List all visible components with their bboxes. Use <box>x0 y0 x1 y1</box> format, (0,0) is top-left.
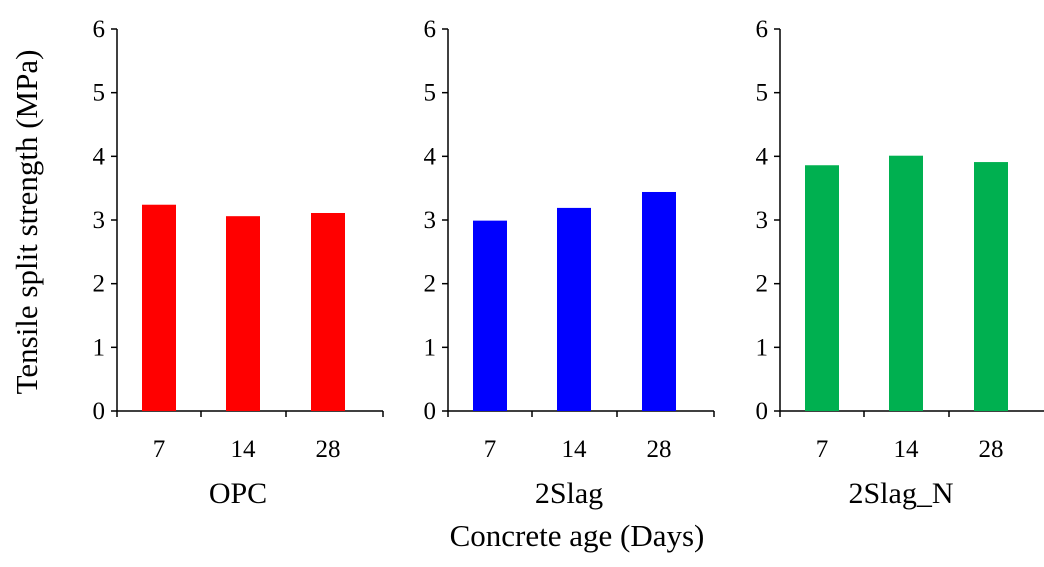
y-tick-label: 0 <box>756 398 769 425</box>
bar-7 <box>142 204 176 411</box>
y-tick-label: 2 <box>756 271 769 298</box>
y-tick-label: 2 <box>424 271 437 298</box>
x-tick-label: 14 <box>231 436 257 463</box>
y-tick-label: 0 <box>93 398 106 425</box>
bar-14 <box>889 155 923 411</box>
y-tick-label: 4 <box>424 143 437 170</box>
y-tick-label: 6 <box>93 16 106 43</box>
y-tick-label: 5 <box>424 80 437 107</box>
y-tick-label: 3 <box>93 207 106 234</box>
x-tick-label: 14 <box>894 436 920 463</box>
y-tick-label: 3 <box>424 207 437 234</box>
y-tick-label: 1 <box>424 334 437 361</box>
bar-14 <box>557 207 591 411</box>
y-tick-label: 4 <box>93 143 106 170</box>
chart-panels: 0 1 2 3 4 5 6 7 14 28 OPC 0 1 2 3 4 5 6 7 14 28 2Slag 0 1 2 3 4 5 6 7… <box>93 16 1044 510</box>
bar-7 <box>473 220 507 411</box>
x-tick-label: 7 <box>484 436 497 463</box>
x-tick-label: 28 <box>647 436 672 463</box>
y-tick-label: 5 <box>756 80 769 107</box>
y-tick-label: 4 <box>756 143 769 170</box>
x-axis-title: Concrete age (Days) <box>450 518 705 553</box>
y-tick-label: 5 <box>93 80 106 107</box>
panel-label: 2Slag <box>535 477 603 510</box>
panel-label: OPC <box>209 477 267 510</box>
panel-label: 2Slag_N <box>849 477 954 510</box>
x-tick-label: 7 <box>816 436 829 463</box>
x-tick-label: 28 <box>979 436 1004 463</box>
x-tick-label: 14 <box>562 436 588 463</box>
bar-28 <box>311 212 345 411</box>
bar-28 <box>974 162 1008 411</box>
x-tick-label: 28 <box>316 436 341 463</box>
bar-14 <box>226 216 260 411</box>
y-tick-label: 2 <box>93 271 106 298</box>
bar-7 <box>805 165 839 411</box>
y-axis-title: Tensile split strength (MPa) <box>9 50 44 395</box>
panel-2slag-n: 0 1 2 3 4 5 6 7 14 28 2Slag_N <box>756 16 1044 510</box>
y-tick-label: 1 <box>93 334 106 361</box>
y-tick-label: 6 <box>424 16 437 43</box>
panel-2slag: 0 1 2 3 4 5 6 7 14 28 2Slag <box>424 16 715 510</box>
x-tick-label: 7 <box>153 436 166 463</box>
bar-28 <box>642 191 676 411</box>
panel-opc: 0 1 2 3 4 5 6 7 14 28 OPC <box>93 16 384 510</box>
y-tick-label: 0 <box>424 398 437 425</box>
y-tick-label: 6 <box>756 16 769 43</box>
y-tick-label: 3 <box>756 207 769 234</box>
y-tick-label: 1 <box>756 334 769 361</box>
